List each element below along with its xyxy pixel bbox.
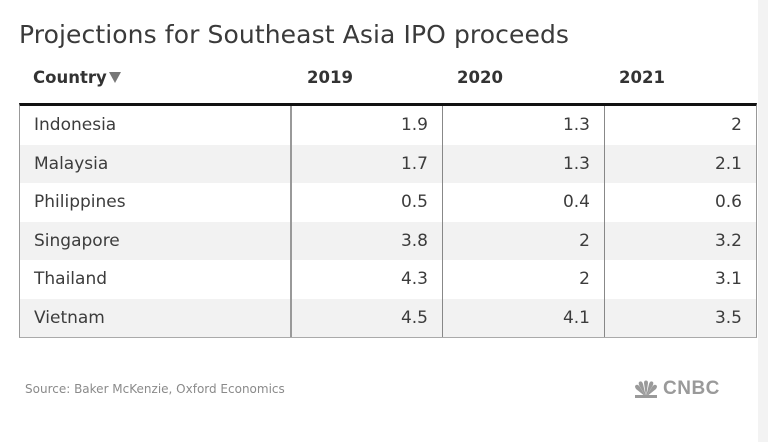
cnbc-logo-text: CNBC xyxy=(663,378,720,399)
country-cell: Vietnam xyxy=(20,298,292,337)
value-2019-cell: 4.5 xyxy=(292,298,443,337)
country-cell: Indonesia xyxy=(20,106,292,145)
country-cell: Philippines xyxy=(20,183,292,222)
value-2020-cell: 2 xyxy=(443,260,605,299)
value-2019-cell: 1.9 xyxy=(292,106,443,145)
peacock-icon xyxy=(635,380,657,398)
sort-down-icon[interactable] xyxy=(108,72,121,83)
value-2019-cell: 4.3 xyxy=(292,260,443,299)
value-2021-cell: 2 xyxy=(731,115,742,135)
cnbc-logo: CNBC xyxy=(633,378,720,400)
value-2021-cell: 2.1 xyxy=(714,153,742,174)
column-header-2019[interactable]: 2019 xyxy=(307,68,353,87)
value-2021-cell: 0.6 xyxy=(714,192,742,212)
table-row: Philippines 0.5 0.4 0.6 xyxy=(20,183,756,222)
value-2019-cell: 1.7 xyxy=(292,144,443,183)
value-2019-cell: 3.8 xyxy=(292,221,443,260)
column-header-country[interactable]: Country xyxy=(33,68,121,87)
table-row: Singapore 3.8 2 3.2 xyxy=(20,221,756,260)
country-cell: Thailand xyxy=(20,260,292,299)
column-header-country-label: Country xyxy=(33,68,107,87)
column-header-2021[interactable]: 2021 xyxy=(619,68,665,87)
chart-title: Projections for Southeast Asia IPO proce… xyxy=(19,20,570,49)
table-row: Vietnam 4.5 4.1 3.5 xyxy=(20,298,756,337)
source-note: Source: Baker McKenzie, Oxford Economics xyxy=(25,382,285,396)
column-header-2020[interactable]: 2020 xyxy=(457,68,503,87)
value-2020-cell: 4.1 xyxy=(443,298,605,337)
value-2019-cell: 0.5 xyxy=(292,183,443,222)
country-cell: Malaysia xyxy=(20,144,292,183)
table-row: Thailand 4.3 2 3.1 xyxy=(20,260,756,299)
data-table: Indonesia 1.9 1.3 2 Malaysia 1.7 1.3 2.1 Philipp… xyxy=(19,103,757,338)
table-header: Country 2019 2020 2021 xyxy=(19,68,757,102)
country-cell: Singapore xyxy=(20,221,292,260)
value-2020-cell: 2 xyxy=(443,221,605,260)
table-row: Malaysia 1.7 1.3 2.1 xyxy=(20,144,756,183)
value-2021-cell: 3.1 xyxy=(714,269,742,289)
page-edge xyxy=(758,0,768,442)
table-row: Indonesia 1.9 1.3 2 xyxy=(20,106,756,145)
value-2021-cell: 3.2 xyxy=(714,230,742,251)
value-2021-cell: 3.5 xyxy=(714,307,742,328)
value-2020-cell: 1.3 xyxy=(443,106,605,145)
value-2020-cell: 0.4 xyxy=(443,183,605,222)
value-2020-cell: 1.3 xyxy=(443,144,605,183)
